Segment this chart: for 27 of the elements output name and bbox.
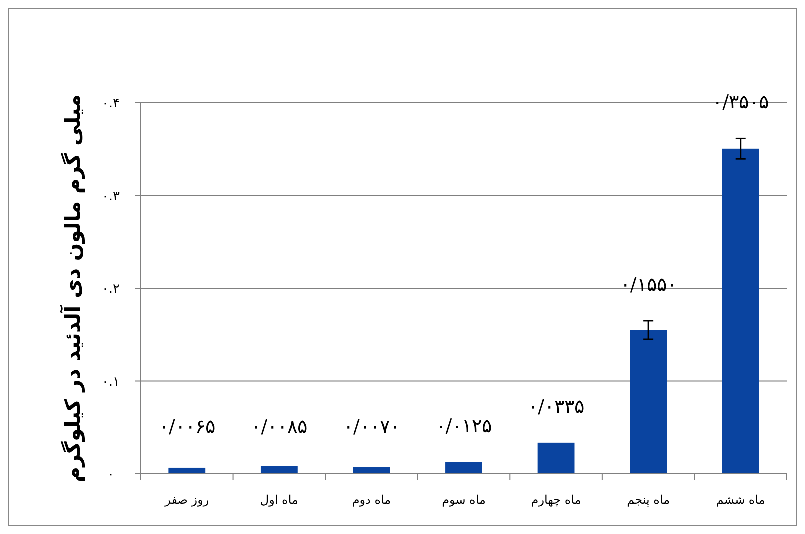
x-tick-label: ماه دوم — [352, 493, 392, 507]
x-tick-label: روز صفر — [164, 493, 210, 507]
y-tick-label: ۰.۱ — [102, 374, 120, 390]
data-label: ۰/۳۵۰۵ — [712, 92, 770, 114]
data-label: ۰/۰۰۶۵ — [158, 416, 216, 438]
x-tick-label: ماه پنجم — [627, 493, 670, 507]
y-tick-label: ۰ — [108, 468, 114, 483]
y-tick-label: ۰.۳ — [102, 189, 120, 204]
y-tick-label: ۰.۲ — [102, 282, 120, 298]
data-label: ۰/۰۳۳۵ — [528, 396, 584, 418]
bar — [722, 148, 760, 474]
bar — [630, 330, 668, 474]
x-tick-label: ماه چهارم — [531, 493, 582, 507]
data-label: ۰/۰۱۲۵ — [436, 415, 492, 438]
y-axis-title: میلی گرم مالون دی آلدئید در کیلوگرم — [59, 94, 86, 482]
bar — [260, 466, 298, 474]
data-label: ۰/۱۵۵۰ — [620, 274, 677, 296]
bar — [353, 468, 390, 474]
bar — [538, 442, 575, 474]
data-label: ۰/۰۰۷۰ — [344, 416, 400, 438]
bar — [168, 468, 206, 474]
bar — [446, 462, 482, 474]
x-tick-label: ماه سوم — [442, 493, 486, 507]
x-tick-label: ماه اول — [260, 493, 298, 507]
y-tick-label: ۰.۴ — [102, 96, 120, 112]
x-tick-label: ماه ششم — [716, 493, 766, 507]
data-label: ۰/۰۰۸۵ — [251, 416, 308, 438]
